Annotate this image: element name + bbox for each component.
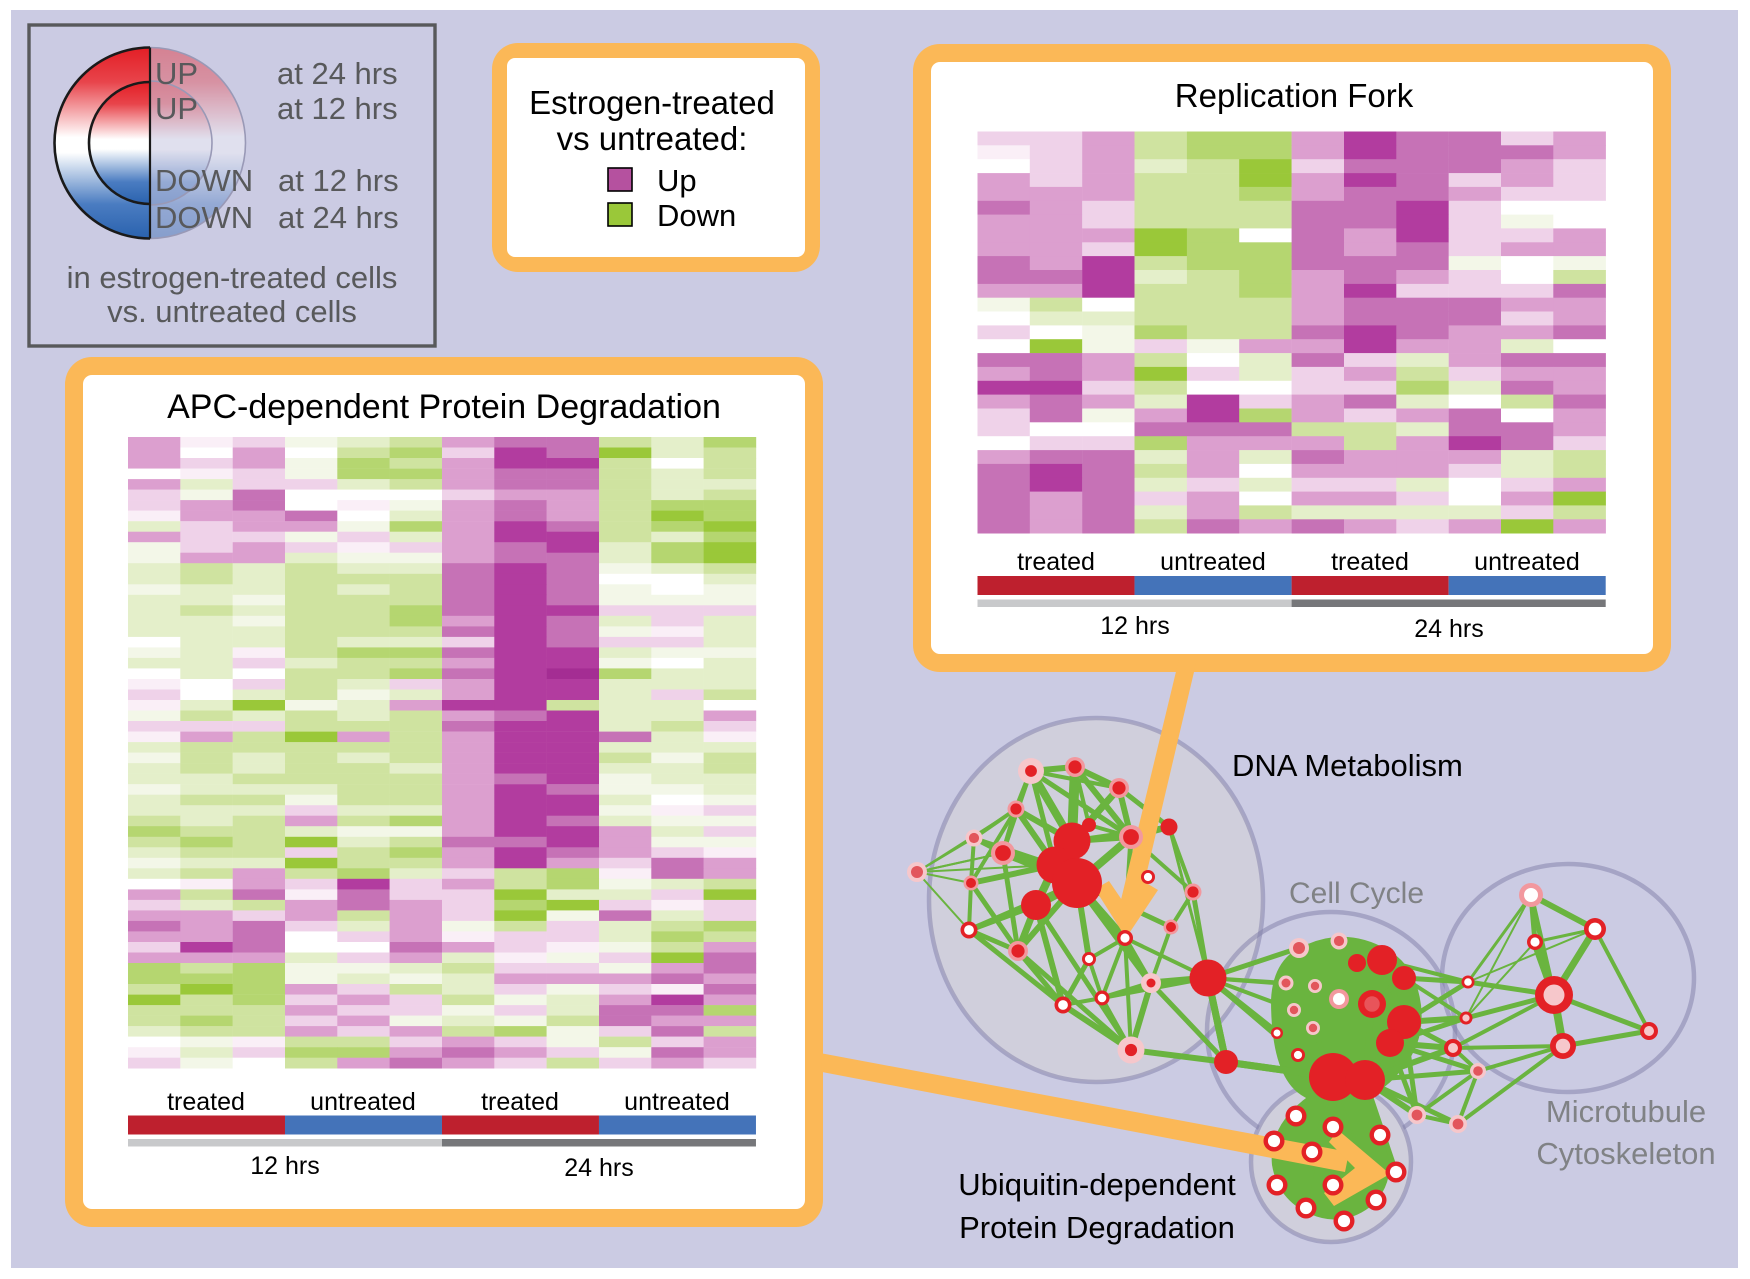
- svg-text:12 hrs: 12 hrs: [1100, 612, 1169, 640]
- svg-text:UP: UP: [155, 56, 198, 91]
- svg-text:UP: UP: [155, 91, 198, 126]
- svg-text:Protein Degradation: Protein Degradation: [959, 1210, 1235, 1245]
- svg-text:DOWN: DOWN: [155, 200, 253, 235]
- svg-text:treated: treated: [167, 1088, 245, 1116]
- svg-text:untreated: untreated: [1160, 548, 1266, 576]
- svg-text:vs. untreated cells: vs. untreated cells: [107, 294, 357, 329]
- svg-text:24 hrs: 24 hrs: [1414, 615, 1483, 643]
- svg-text:untreated: untreated: [1474, 548, 1580, 576]
- svg-text:at 12 hrs: at 12 hrs: [277, 91, 398, 126]
- svg-text:at 12 hrs: at 12 hrs: [278, 163, 399, 198]
- svg-text:vs untreated:: vs untreated:: [557, 120, 748, 157]
- svg-text:Estrogen-treated: Estrogen-treated: [529, 84, 775, 121]
- svg-text:Microtubule: Microtubule: [1546, 1094, 1706, 1129]
- svg-text:12 hrs: 12 hrs: [250, 1152, 319, 1180]
- svg-text:at 24 hrs: at 24 hrs: [278, 200, 399, 235]
- svg-text:Down: Down: [657, 198, 736, 233]
- svg-text:Up: Up: [657, 163, 697, 198]
- svg-text:Cell Cycle: Cell Cycle: [1289, 877, 1424, 910]
- svg-text:untreated: untreated: [310, 1088, 416, 1116]
- svg-text:Replication Fork: Replication Fork: [1175, 77, 1414, 114]
- svg-text:in estrogen-treated cells: in estrogen-treated cells: [67, 260, 398, 295]
- svg-text:24 hrs: 24 hrs: [564, 1154, 633, 1182]
- svg-text:untreated: untreated: [624, 1088, 730, 1116]
- svg-text:Cytoskeleton: Cytoskeleton: [1536, 1136, 1715, 1171]
- svg-text:Ubiquitin-dependent: Ubiquitin-dependent: [958, 1167, 1236, 1202]
- svg-text:DOWN: DOWN: [155, 163, 253, 198]
- svg-text:DNA Metabolism: DNA Metabolism: [1232, 748, 1463, 783]
- svg-text:treated: treated: [1331, 548, 1409, 576]
- svg-text:treated: treated: [1017, 548, 1095, 576]
- svg-text:APC-dependent Protein Degradat: APC-dependent Protein Degradation: [167, 388, 721, 426]
- svg-text:at 24 hrs: at 24 hrs: [277, 56, 398, 91]
- svg-text:treated: treated: [481, 1088, 559, 1116]
